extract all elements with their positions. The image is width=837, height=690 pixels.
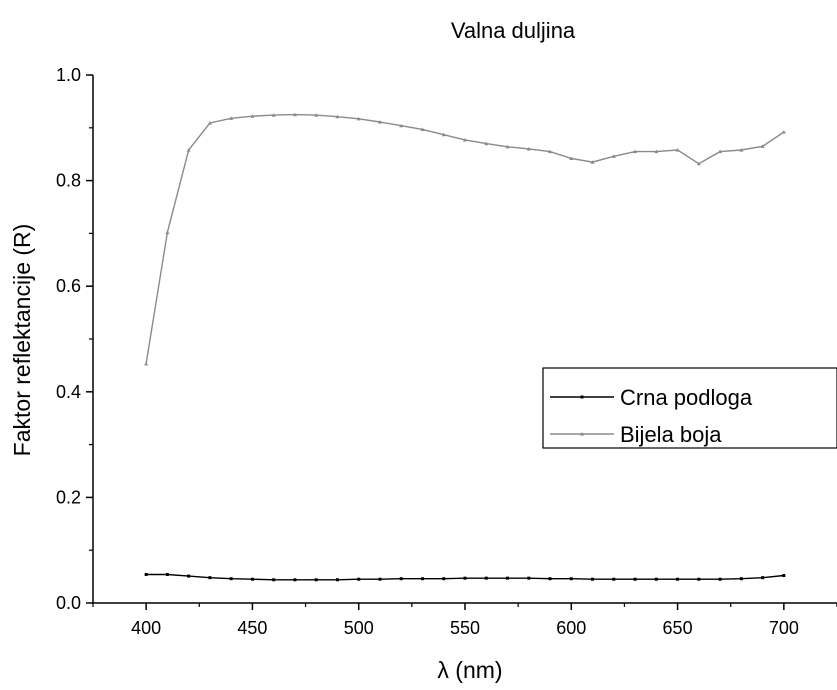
data-point: [506, 576, 510, 580]
y-axis-title: Faktor reflektancije (R): [9, 224, 35, 457]
data-point: [335, 114, 340, 119]
data-point: [272, 578, 276, 582]
data-point: [526, 146, 531, 151]
data-point: [463, 576, 467, 580]
data-point: [718, 149, 723, 154]
y-tick-label: 0.0: [56, 593, 81, 613]
data-point: [271, 113, 276, 117]
data-point: [356, 116, 361, 121]
series-1: [144, 572, 786, 582]
data-point: [590, 160, 595, 164]
y-axis: 0.0 0.2 0.4 0.6 0.8 1.0: [56, 65, 94, 613]
data-point: [761, 576, 765, 580]
data-point: [633, 577, 637, 581]
x-tick-label: 500: [344, 618, 374, 638]
data-point: [676, 577, 680, 581]
data-point: [292, 112, 297, 117]
series-line: [145, 113, 785, 364]
data-point: [165, 572, 169, 576]
data-point: [654, 149, 659, 154]
data-point: [739, 147, 744, 152]
data-point: [229, 577, 233, 581]
data-point: [207, 121, 212, 125]
data-point: [420, 577, 424, 581]
legend-marker: [580, 432, 584, 436]
data-point: [314, 578, 318, 582]
data-point: [760, 144, 765, 148]
data-point: [612, 577, 616, 581]
x-tick-label: 550: [450, 618, 480, 638]
x-tick-label: 700: [769, 618, 799, 638]
x-tick-label: 600: [556, 618, 586, 638]
data-point: [782, 574, 786, 578]
series-2: [144, 112, 786, 366]
y-tick-label: 0.8: [56, 171, 81, 191]
data-point: [697, 577, 701, 581]
legend-marker: [580, 395, 584, 399]
data-point: [781, 130, 786, 134]
data-point: [569, 577, 573, 581]
data-point: [569, 156, 574, 161]
data-point: [229, 116, 234, 120]
data-point: [250, 114, 255, 118]
data-point: [484, 141, 489, 146]
x-tick-label: 450: [237, 618, 267, 638]
data-point: [548, 577, 552, 581]
data-point: [420, 127, 425, 131]
data-point: [527, 576, 531, 580]
y-tick-label: 0.4: [56, 382, 81, 402]
data-point: [591, 577, 595, 581]
data-point: [633, 149, 638, 154]
data-point: [739, 577, 743, 581]
data-point: [505, 144, 510, 149]
data-point: [399, 577, 403, 581]
data-point: [165, 230, 170, 234]
chart-title: Valna duljina: [451, 18, 576, 43]
data-point: [357, 577, 361, 581]
x-axis-title: λ (nm): [437, 657, 502, 683]
data-point: [696, 161, 701, 166]
legend-label: Bijela boja: [620, 422, 722, 447]
data-point: [675, 147, 680, 152]
x-axis: 400 450 500 550 600 650 700: [92, 602, 837, 638]
data-point: [144, 361, 149, 366]
data-point: [442, 577, 446, 581]
x-tick-label: 650: [663, 618, 693, 638]
data-point: [718, 577, 722, 581]
y-tick-label: 1.0: [56, 65, 81, 85]
x-tick-label: 400: [131, 618, 161, 638]
data-point: [399, 123, 404, 128]
data-point: [144, 572, 148, 576]
legend-label: Crna podloga: [620, 385, 753, 410]
data-point: [654, 577, 658, 581]
data-point: [335, 578, 339, 582]
data-point: [441, 132, 446, 137]
data-point: [250, 577, 254, 581]
data-point: [208, 576, 212, 580]
data-point: [377, 119, 382, 124]
data-point: [378, 577, 382, 581]
y-tick-label: 0.2: [56, 487, 81, 507]
data-point: [186, 147, 191, 152]
data-point: [611, 154, 616, 158]
plot-area: [144, 112, 786, 582]
data-point: [314, 113, 319, 117]
data-point: [463, 137, 467, 142]
data-point: [293, 578, 297, 582]
data-point: [187, 574, 191, 578]
data-point: [484, 576, 488, 580]
y-tick-label: 0.6: [56, 276, 81, 296]
data-point: [548, 149, 553, 154]
legend: Crna podloga Bijela boja: [542, 367, 837, 449]
